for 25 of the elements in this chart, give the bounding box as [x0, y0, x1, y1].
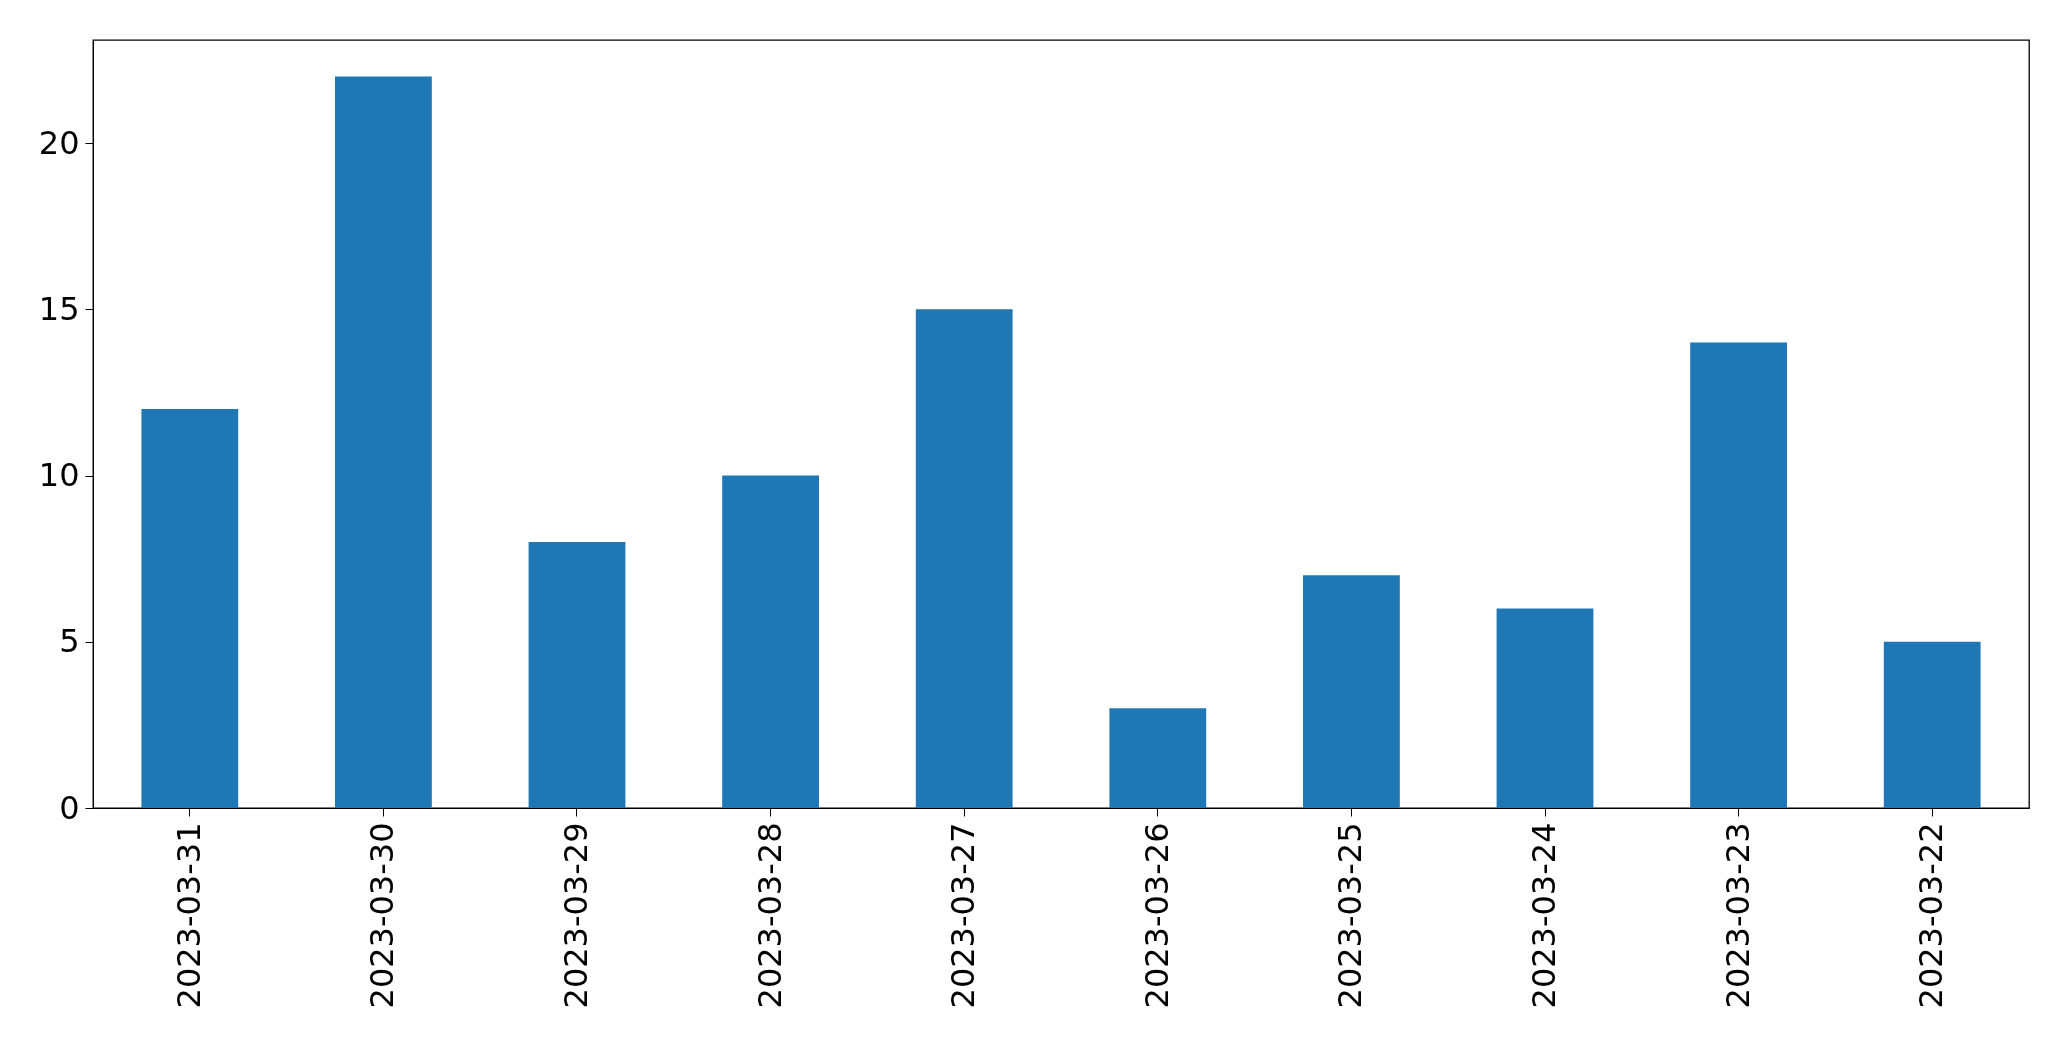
y-tick-label: 5 — [59, 622, 80, 661]
bar — [1496, 608, 1594, 808]
x-tick-label: 2023-03-28 — [750, 822, 789, 1009]
bar — [1690, 342, 1787, 808]
bar — [141, 409, 239, 808]
bar — [1303, 575, 1400, 808]
bar — [915, 309, 1013, 808]
bar — [1109, 708, 1207, 808]
x-tick-label: 2023-03-24 — [1525, 822, 1563, 1009]
x-tick-label: 2023-03-26 — [1137, 822, 1176, 1009]
y-tick-label: 10 — [38, 456, 80, 495]
x-tick-label: 2023-03-23 — [1718, 822, 1757, 1009]
x-tick-label: 2023-03-31 — [169, 822, 208, 1009]
x-tick-label: 2023-03-30 — [363, 822, 402, 1009]
bar — [1883, 641, 1981, 808]
x-tick-label: 2023-03-29 — [557, 822, 595, 1009]
bar — [528, 542, 626, 808]
bar — [335, 76, 432, 808]
y-tick-label: 0 — [59, 788, 80, 827]
y-tick-label: 20 — [38, 123, 80, 162]
x-tick-label: 2023-03-22 — [1912, 822, 1951, 1009]
x-tick-label: 2023-03-25 — [1331, 822, 1370, 1009]
y-tick-label: 15 — [38, 289, 80, 328]
x-tick-label: 2023-03-27 — [944, 822, 983, 1009]
bar — [722, 475, 819, 808]
